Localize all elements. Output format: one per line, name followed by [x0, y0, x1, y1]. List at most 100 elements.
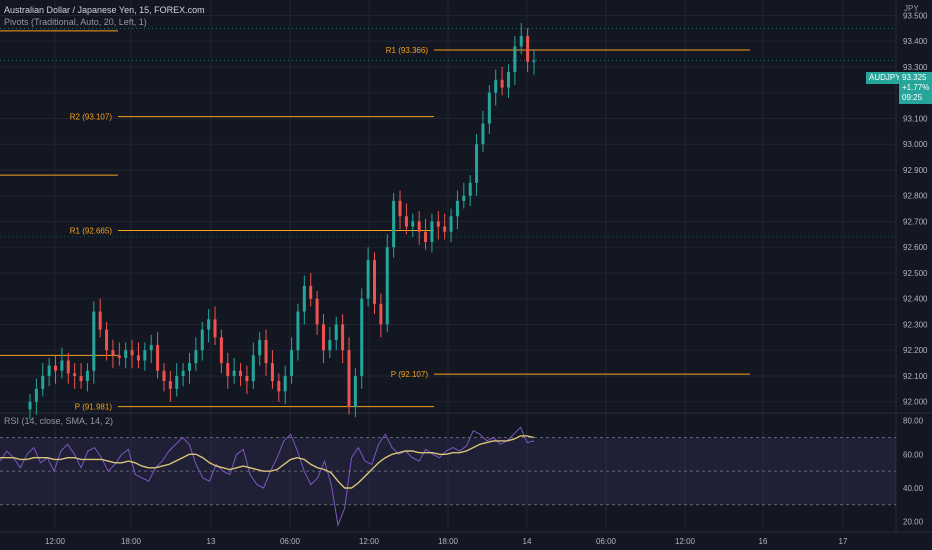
time-tick-label: 12:00 [45, 537, 66, 546]
candle [60, 347, 64, 379]
price-tick-label: 92.000 [903, 398, 928, 407]
candle-body [321, 324, 325, 351]
price-tick-label: 92.300 [903, 320, 928, 329]
candle [315, 290, 319, 335]
candle [519, 23, 523, 55]
candle-body [41, 375, 45, 389]
candle [85, 363, 89, 392]
candle-body [449, 216, 453, 232]
candle [500, 66, 504, 96]
candle [481, 110, 485, 152]
candle-body [424, 231, 428, 243]
rsi-indicator-label[interactable]: RSI (14, close, SMA, 14, 2) [4, 416, 114, 426]
price-tick-label: 93.000 [903, 140, 928, 149]
candle [105, 321, 109, 361]
candle [341, 314, 345, 364]
candle-body [404, 216, 408, 227]
candle-body [436, 221, 440, 227]
time-tick-label: 18:00 [438, 537, 459, 546]
time-axis: 12:00 18:00 13 06:00 12:00 18:00 14 06:00 12:00 1… [45, 537, 848, 546]
candle [462, 182, 466, 209]
candle-body [156, 345, 160, 371]
time-tick-label: 17 [839, 537, 848, 546]
candle-body [264, 339, 268, 364]
candle [475, 133, 479, 196]
candle [455, 190, 459, 230]
time-tick-label: 16 [759, 537, 768, 546]
candle [532, 50, 536, 75]
candle [328, 327, 332, 358]
candle [200, 321, 204, 361]
candle [468, 175, 472, 206]
bar-countdown: 09:25 [902, 93, 923, 102]
candle-body [66, 360, 70, 374]
pivot-label: R1 (93.366) [386, 46, 429, 55]
candle-body [481, 123, 485, 145]
pivot-indicator-label[interactable]: Pivots (Traditional, Auto, 20, Left, 1) [4, 17, 147, 27]
price-tick-label: 92.700 [903, 217, 928, 226]
candle-body [79, 375, 83, 382]
candle-body [468, 182, 472, 196]
candle [404, 203, 408, 235]
price-change: +1.77% [902, 83, 930, 92]
candle [379, 293, 383, 338]
candle [162, 363, 166, 392]
price-tick-label: 93.300 [903, 63, 928, 72]
candle [366, 247, 370, 307]
candle-body [34, 388, 38, 402]
candle [175, 363, 179, 397]
candle-body [296, 311, 300, 351]
price-tick-label: 92.800 [903, 192, 928, 201]
candle-body [111, 350, 115, 356]
time-tick-label: 13 [207, 537, 216, 546]
candle-body [532, 60, 536, 62]
candle-body [200, 329, 204, 351]
candle [506, 64, 510, 98]
candle-body [245, 375, 249, 382]
candle [411, 213, 415, 237]
candle [385, 234, 389, 333]
candle [424, 218, 428, 250]
candle [449, 208, 453, 243]
candle-body [194, 350, 198, 364]
candle [187, 352, 191, 384]
time-tick-label: 12:00 [675, 537, 696, 546]
candle [283, 365, 287, 405]
candle [117, 342, 121, 366]
candle [513, 36, 517, 85]
price-tick-label: 93.400 [903, 37, 928, 46]
candle-body [500, 79, 504, 88]
candle-body [443, 226, 447, 232]
candle-body [239, 370, 243, 376]
candle-body [162, 370, 166, 382]
price-tick-label: 92.900 [903, 166, 928, 175]
candles [28, 23, 536, 420]
current-price-tag: 93.325 +1.77% 09:25 [899, 72, 932, 104]
candle-body [328, 339, 332, 351]
candle [334, 316, 338, 351]
time-tick-label: 12:00 [359, 537, 380, 546]
candle-body [526, 36, 530, 62]
candle-body [373, 260, 377, 304]
chart-header: Australian Dollar / Japanese Yen, 15, FO… [4, 4, 205, 28]
candle [487, 84, 491, 134]
candle-body [92, 311, 96, 371]
candle-body [130, 350, 134, 356]
candle-body [353, 375, 357, 407]
candle [168, 370, 172, 402]
candle [347, 337, 351, 415]
candle-body [392, 200, 396, 248]
symbol-badge: AUDJPY [866, 72, 904, 84]
candle [353, 368, 357, 418]
candle-body [73, 373, 77, 376]
candle [194, 337, 198, 371]
candle [124, 342, 128, 369]
candle [436, 211, 440, 240]
candle [143, 342, 147, 371]
candle [309, 272, 313, 307]
candle [258, 332, 262, 366]
candle-body [270, 363, 274, 382]
candle-body [379, 303, 383, 325]
candle [130, 339, 134, 369]
